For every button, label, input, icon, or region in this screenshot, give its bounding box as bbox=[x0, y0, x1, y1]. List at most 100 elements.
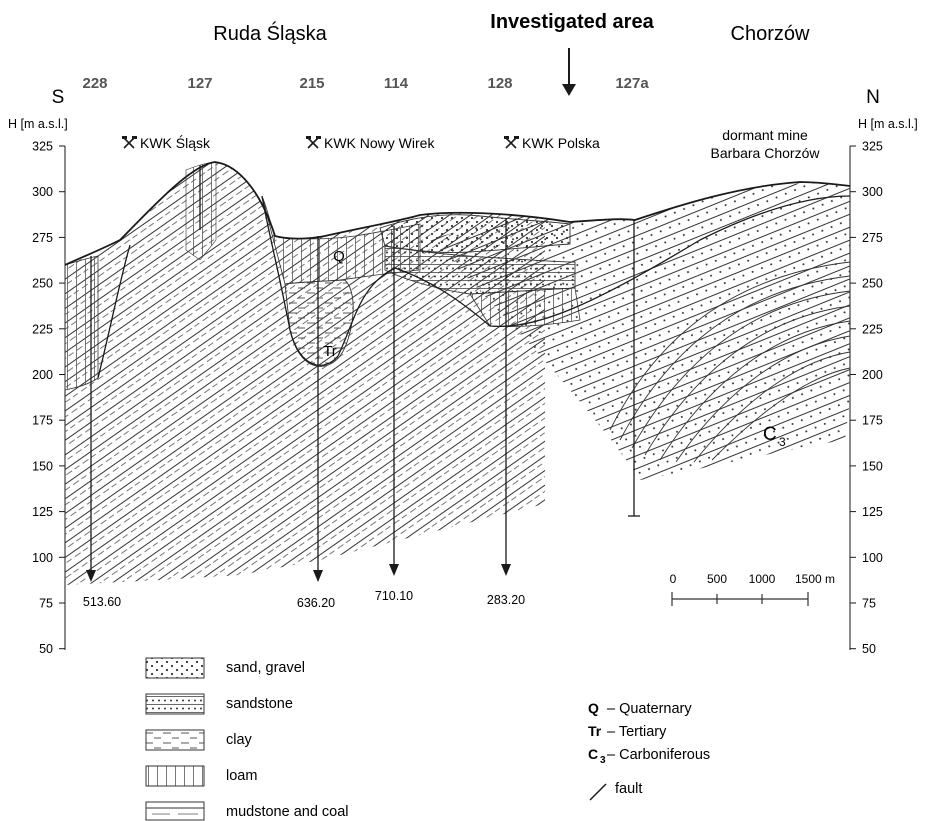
label-tertiary: Tr bbox=[323, 343, 337, 360]
legend-label: mudstone and coal bbox=[226, 804, 349, 820]
swatch-sand-gravel bbox=[145, 657, 205, 679]
borehole-label: 114 bbox=[384, 75, 409, 92]
axis-tick-label: 325 bbox=[862, 140, 883, 154]
section-header: Ruda Śląska Investigated area Chorzów bbox=[213, 11, 810, 96]
borehole-label: 127 bbox=[187, 75, 212, 92]
investigated-area-label: Investigated area bbox=[490, 11, 654, 33]
borehole-label: 215 bbox=[299, 75, 324, 92]
axis-tick-label: 75 bbox=[862, 597, 876, 611]
svg-text:C: C bbox=[763, 424, 777, 445]
scale-tick: 1000 bbox=[749, 572, 776, 586]
unit-sandstone-strata bbox=[430, 180, 850, 480]
scale-tick: 500 bbox=[707, 572, 727, 586]
swatch-loam bbox=[145, 765, 205, 787]
axis-tick-label: 150 bbox=[32, 459, 53, 473]
borehole-label: 127a bbox=[615, 75, 649, 92]
legend-label: – Quaternary bbox=[607, 701, 692, 717]
swatch-mudstone-coal bbox=[145, 801, 205, 821]
axis-ticks-left: 325 300 275 250 225 200 175 150 125 100 75 50 bbox=[32, 140, 65, 656]
axis-tick-label: 125 bbox=[32, 505, 53, 519]
borehole-depth: 283.20 bbox=[487, 593, 525, 607]
borehole-depth: 513.60 bbox=[83, 595, 121, 609]
legend-label: sandstone bbox=[226, 696, 293, 712]
unit-sand-gravel bbox=[379, 214, 571, 253]
unit-loam-hill bbox=[185, 161, 217, 261]
axis-tick-label: 200 bbox=[32, 368, 53, 382]
axis-tick-label: 275 bbox=[32, 231, 53, 245]
dormant-mine-line1: dormant mine bbox=[722, 127, 808, 143]
legend-label: – Carboniferous bbox=[607, 747, 710, 763]
formation-boundary bbox=[261, 195, 339, 366]
swatch-sandstone bbox=[145, 693, 205, 715]
boreholes bbox=[86, 165, 640, 582]
scale-tick: 1500 m bbox=[795, 572, 835, 586]
borehole-label: 228 bbox=[82, 75, 107, 92]
direction-north: N bbox=[866, 87, 880, 108]
ground-surface bbox=[64, 161, 851, 266]
mine-hammers-icon bbox=[306, 136, 321, 149]
borehole-arrow-icon bbox=[86, 570, 96, 582]
axis-tick-label: 225 bbox=[862, 322, 883, 336]
unit-loam-left bbox=[64, 255, 99, 391]
unit-clay-tertiary bbox=[284, 279, 354, 367]
axis-label-right: H [m a.s.l.] bbox=[858, 117, 918, 131]
mine-name: KWK Śląsk bbox=[140, 134, 211, 151]
unit-loam-valley bbox=[469, 287, 581, 328]
mine-name: KWK Nowy Wirek bbox=[324, 135, 435, 151]
label-quaternary: Q bbox=[333, 248, 345, 265]
axis-tick-label: 150 bbox=[862, 459, 883, 473]
legend-stratigraphy: Q – Quaternary Tr – Tertiary C 3 – Carbo… bbox=[588, 700, 710, 801]
axis-tick-label: 200 bbox=[862, 368, 883, 382]
borehole-arrow-icon bbox=[313, 570, 323, 582]
borehole-arrow-icon bbox=[389, 564, 399, 576]
formation-boundary bbox=[97, 244, 131, 379]
axis-ticks-right: 325 300 275 250 225 200 175 150 125 100 75 50 bbox=[850, 140, 883, 656]
mine-labels: KWK Śląsk KWK Nowy Wirek KWK Polska dorm… bbox=[122, 127, 820, 161]
axis-tick-label: 100 bbox=[32, 551, 53, 565]
anticline-strata bbox=[609, 261, 850, 463]
elevation-axis-left: H [m a.s.l.] 325 300 275 250 225 200 175 150 125… bbox=[8, 117, 68, 656]
direction-south: S bbox=[52, 87, 65, 108]
axis-label-left: H [m a.s.l.] bbox=[8, 117, 68, 131]
legend-label: loam bbox=[226, 768, 257, 784]
town-right: Chorzów bbox=[731, 23, 810, 45]
axis-tick-label: 175 bbox=[862, 414, 883, 428]
axis-tick-label: 275 bbox=[862, 231, 883, 245]
legend-label: sand, gravel bbox=[226, 660, 305, 676]
dormant-mine-line2: Barbara Chorzów bbox=[711, 145, 821, 161]
legend-symbol: Tr bbox=[588, 723, 602, 739]
axis-tick-label: 50 bbox=[39, 642, 53, 656]
town-left: Ruda Śląska bbox=[213, 21, 327, 45]
borehole-label: 128 bbox=[487, 75, 512, 92]
investigated-area-arrow-icon bbox=[562, 48, 576, 96]
axis-tick-label: 300 bbox=[32, 185, 53, 199]
borehole-depth: 636.20 bbox=[297, 596, 335, 610]
svg-text:3: 3 bbox=[779, 435, 786, 449]
elevation-axis-right: H [m a.s.l.] 325 300 275 250 225 200 175 150 125… bbox=[849, 117, 918, 656]
scale-tick: 0 bbox=[670, 572, 677, 586]
axis-tick-label: 325 bbox=[32, 140, 53, 154]
section-body: 513.60 636.20 710.10 283.20 Q Tr C 3 bbox=[64, 161, 851, 610]
axis-tick-label: 300 bbox=[862, 185, 883, 199]
legend-lithology: sand, gravel sandstone clay loam mudston… bbox=[145, 657, 349, 821]
axis-tick-label: 225 bbox=[32, 322, 53, 336]
formation-boundary bbox=[337, 195, 851, 357]
fault-line-icon bbox=[589, 783, 607, 801]
axis-tick-label: 100 bbox=[862, 551, 883, 565]
axis-tick-label: 250 bbox=[862, 277, 883, 291]
borehole-labels: 228 127 215 114 128 127a bbox=[82, 75, 649, 92]
legend-label: clay bbox=[226, 732, 253, 748]
scale-bar: 0 500 1000 1500 m bbox=[670, 572, 835, 606]
axis-tick-label: 50 bbox=[862, 642, 876, 656]
swatch-clay bbox=[145, 729, 205, 751]
mine-name: KWK Polska bbox=[522, 135, 600, 151]
mine-hammers-icon bbox=[504, 136, 519, 149]
legend-symbol: Q bbox=[588, 700, 599, 716]
label-carboniferous: C 3 bbox=[763, 424, 786, 449]
axis-tick-label: 175 bbox=[32, 414, 53, 428]
axis-tick-label: 250 bbox=[32, 277, 53, 291]
borehole-arrow-icon bbox=[501, 564, 511, 576]
borehole-depth: 710.10 bbox=[375, 589, 413, 603]
legend-symbol: C bbox=[588, 746, 598, 762]
axis-tick-label: 75 bbox=[39, 597, 53, 611]
